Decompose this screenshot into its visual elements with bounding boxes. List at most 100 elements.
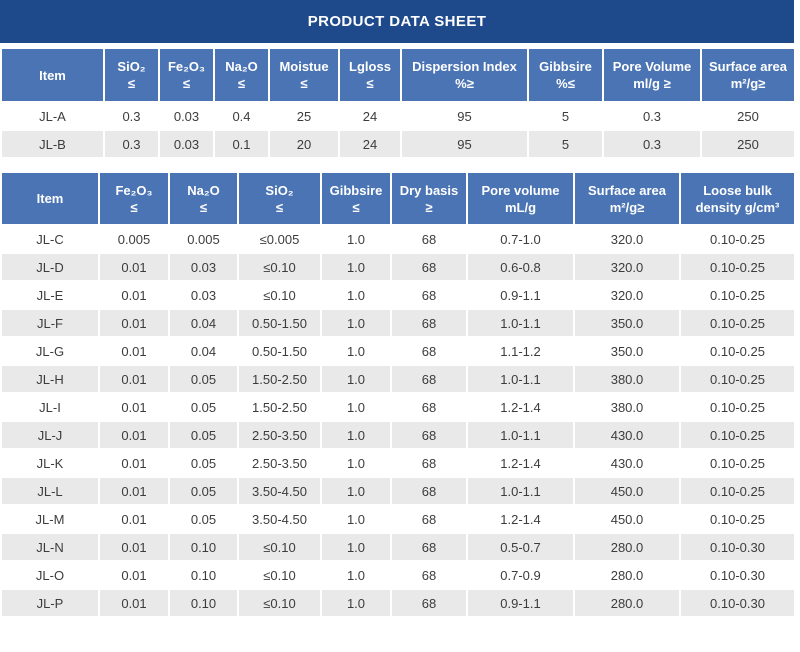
value-cell: 1.0	[320, 504, 392, 534]
header-row: Item Fe₂O₃ ≤ Na₂O ≤ SiO₂ ≤ Gibbsire ≤ Dry basis ≥ P…	[0, 171, 796, 226]
item-cell: JL-B	[0, 129, 105, 159]
value-cell: 95	[400, 101, 529, 131]
item-cell: JL-M	[0, 504, 100, 534]
spec-table-secondary-header: Item Fe₂O₃ ≤ Na₂O ≤ SiO₂ ≤ Gibbsire ≤ Dry basis ≥ P…	[0, 171, 796, 226]
value-cell: 0.9-1.1	[466, 588, 575, 618]
value-cell: 68	[390, 280, 468, 310]
value-cell: 5	[527, 101, 604, 131]
value-cell: 0.03	[158, 101, 215, 131]
item-cell: JL-C	[0, 224, 100, 254]
column-header-5: Lgloss ≤	[338, 47, 402, 103]
table-row: JL-L 0.01 0.05 3.50-4.50 1.0 68 1.0-1.1 450.0 0.…	[0, 476, 796, 506]
value-cell: 0.05	[168, 364, 239, 394]
table-row: JL-E 0.01 0.03 ≤0.10 1.0 68 0.9-1.1 320.0 0.10-0…	[0, 280, 796, 310]
column-header-1: Fe₂O₃ ≤	[98, 171, 170, 226]
value-cell: 280.0	[573, 532, 681, 562]
value-cell: 0.10-0.25	[679, 504, 796, 534]
column-header-2: Fe₂O₃ ≤	[158, 47, 215, 103]
item-cell: JL-D	[0, 252, 100, 282]
value-cell: 0.01	[98, 588, 170, 618]
column-header-3: Na₂O ≤	[213, 47, 270, 103]
item-cell: JL-A	[0, 101, 105, 131]
value-cell: ≤0.10	[237, 588, 322, 618]
value-cell: 0.01	[98, 364, 170, 394]
value-cell: 350.0	[573, 308, 681, 338]
column-header-4: Moistue ≤	[268, 47, 340, 103]
value-cell: 0.03	[168, 280, 239, 310]
item-cell: JL-P	[0, 588, 100, 618]
value-cell: 350.0	[573, 336, 681, 366]
value-cell: 0.10-0.25	[679, 476, 796, 506]
item-cell: JL-F	[0, 308, 100, 338]
value-cell: 68	[390, 252, 468, 282]
value-cell: 0.01	[98, 560, 170, 590]
value-cell: 2.50-3.50	[237, 420, 322, 450]
value-cell: 0.005	[98, 224, 170, 254]
column-header-8: Loose bulk density g/cm³	[679, 171, 796, 226]
value-cell: 0.10-0.25	[679, 308, 796, 338]
column-header-2: Na₂O ≤	[168, 171, 239, 226]
value-cell: 0.10-0.25	[679, 280, 796, 310]
table-row: JL-B 0.3 0.03 0.1 20 24 95 5 0.3 250	[0, 129, 796, 159]
header-row: Item SiO₂ ≤ Fe₂O₃ ≤ Na₂O ≤ Moistue ≤ Lgloss ≤ Dispe…	[0, 47, 796, 103]
value-cell: 0.1	[213, 129, 270, 159]
value-cell: 3.50-4.50	[237, 476, 322, 506]
value-cell: 0.3	[103, 129, 160, 159]
value-cell: 5	[527, 129, 604, 159]
value-cell: 0.04	[168, 308, 239, 338]
value-cell: 0.05	[168, 420, 239, 450]
value-cell: 0.03	[158, 129, 215, 159]
value-cell: 0.10	[168, 532, 239, 562]
value-cell: 1.0	[320, 224, 392, 254]
value-cell: 0.10-0.25	[679, 224, 796, 254]
value-cell: 24	[338, 129, 402, 159]
value-cell: 24	[338, 101, 402, 131]
value-cell: 1.0	[320, 308, 392, 338]
table-row: JL-K 0.01 0.05 2.50-3.50 1.0 68 1.2-1.4 430.0 0.…	[0, 448, 796, 478]
column-header-0: Item	[0, 47, 105, 103]
value-cell: 0.10-0.25	[679, 336, 796, 366]
value-cell: 0.4	[213, 101, 270, 131]
value-cell: 1.0	[320, 280, 392, 310]
value-cell: 280.0	[573, 588, 681, 618]
spec-table-secondary: Item Fe₂O₃ ≤ Na₂O ≤ SiO₂ ≤ Gibbsire ≤ Dry basis ≥ P…	[0, 171, 796, 618]
value-cell: 68	[390, 224, 468, 254]
value-cell: 0.10	[168, 588, 239, 618]
value-cell: 0.3	[602, 129, 702, 159]
value-cell: 0.01	[98, 392, 170, 422]
value-cell: 68	[390, 448, 468, 478]
value-cell: 450.0	[573, 504, 681, 534]
value-cell: 1.0-1.1	[466, 308, 575, 338]
table-row: JL-F 0.01 0.04 0.50-1.50 1.0 68 1.0-1.1 350.0 0.…	[0, 308, 796, 338]
value-cell: 68	[390, 504, 468, 534]
value-cell: 1.0	[320, 252, 392, 282]
item-cell: JL-L	[0, 476, 100, 506]
item-cell: JL-G	[0, 336, 100, 366]
value-cell: 68	[390, 308, 468, 338]
value-cell: 0.50-1.50	[237, 336, 322, 366]
table-row: JL-N 0.01 0.10 ≤0.10 1.0 68 0.5-0.7 280.0 0.10-0…	[0, 532, 796, 562]
product-data-sheet: PRODUCT DATA SHEET Item SiO₂ ≤ Fe₂O₃ ≤ Na₂O ≤ M…	[0, 0, 796, 618]
value-cell: 0.10-0.25	[679, 448, 796, 478]
value-cell: 25	[268, 101, 340, 131]
value-cell: 0.10	[168, 560, 239, 590]
value-cell: 0.7-0.9	[466, 560, 575, 590]
value-cell: 320.0	[573, 280, 681, 310]
table-row: JL-D 0.01 0.03 ≤0.10 1.0 68 0.6-0.8 320.0 0.10-0…	[0, 252, 796, 282]
value-cell: 0.01	[98, 448, 170, 478]
value-cell: 1.0	[320, 476, 392, 506]
value-cell: 0.05	[168, 504, 239, 534]
value-cell: 0.5-0.7	[466, 532, 575, 562]
value-cell: 0.05	[168, 392, 239, 422]
value-cell: 0.7-1.0	[466, 224, 575, 254]
column-header-7: Surface area m²/g≥	[573, 171, 681, 226]
value-cell: 1.0	[320, 336, 392, 366]
value-cell: 0.3	[103, 101, 160, 131]
value-cell: 68	[390, 588, 468, 618]
table-row: JL-A 0.3 0.03 0.4 25 24 95 5 0.3 250	[0, 101, 796, 131]
value-cell: 1.0	[320, 588, 392, 618]
value-cell: 20	[268, 129, 340, 159]
value-cell: 0.01	[98, 420, 170, 450]
value-cell: 0.01	[98, 504, 170, 534]
value-cell: 0.01	[98, 476, 170, 506]
